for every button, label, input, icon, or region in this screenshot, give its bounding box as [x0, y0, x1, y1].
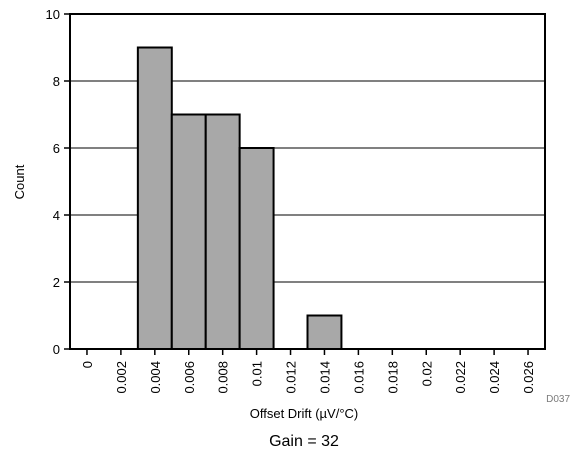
histogram-bar — [306, 314, 343, 350]
axis-ticks — [64, 13, 529, 355]
x-tick-label: 0.026 — [521, 361, 536, 394]
x-tick-label: 0.02 — [419, 361, 434, 386]
histogram-bar — [136, 46, 173, 350]
x-tick-label: 0.014 — [317, 361, 332, 394]
x-tick-label: 0.022 — [453, 361, 468, 394]
x-tick-label: 0.004 — [148, 361, 163, 394]
y-tick-label: 10 — [46, 7, 60, 22]
histogram-bar — [238, 147, 275, 350]
y-tick-label: 4 — [53, 208, 60, 223]
x-tick-label: 0.008 — [216, 361, 231, 394]
x-tick-label: 0.006 — [182, 361, 197, 394]
x-axis-title: Offset Drift (µV/°C) — [250, 406, 359, 421]
plot-frame — [69, 13, 546, 350]
x-tick-label: 0.012 — [284, 361, 299, 394]
y-tick-label: 8 — [53, 74, 60, 89]
histogram-bar — [170, 113, 207, 350]
gain-caption: Gain = 32 — [269, 433, 339, 450]
x-tick-label: 0.01 — [250, 361, 265, 386]
x-tick-label: 0.024 — [487, 361, 502, 394]
y-tick-label: 6 — [53, 141, 60, 156]
y-tick-label: 0 — [53, 342, 60, 357]
figure-id: D037 — [546, 394, 570, 405]
y-tick-labels: 0 2 4 6 8 10 — [46, 7, 60, 357]
histogram-bars — [136, 46, 343, 350]
x-tick-label: 0.002 — [114, 361, 129, 394]
x-tick-labels: 0 0.002 0.004 0.006 0.008 0.01 0.012 0.014 0.016… — [80, 361, 536, 394]
y-tick-label: 2 — [53, 275, 60, 290]
x-tick-label: 0.018 — [385, 361, 400, 394]
histogram-bar — [204, 113, 241, 350]
y-axis-title: Count — [12, 164, 27, 199]
x-tick-label: 0 — [80, 361, 95, 368]
x-tick-label: 0.016 — [351, 361, 366, 394]
